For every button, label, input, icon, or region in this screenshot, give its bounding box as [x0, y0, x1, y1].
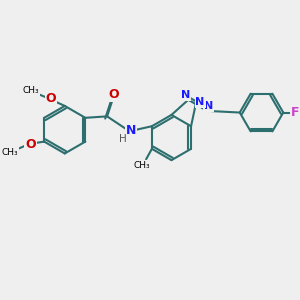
- Text: CH₃: CH₃: [2, 148, 19, 157]
- Text: CH₃: CH₃: [22, 86, 39, 95]
- Text: H: H: [119, 134, 127, 144]
- Text: O: O: [46, 92, 56, 105]
- Text: O: O: [25, 138, 36, 151]
- Text: O: O: [109, 88, 119, 100]
- Text: N: N: [196, 97, 205, 107]
- Text: N: N: [126, 124, 136, 137]
- Text: CH₃: CH₃: [134, 160, 150, 169]
- Text: N: N: [181, 90, 190, 100]
- Text: F: F: [291, 106, 300, 119]
- Text: N: N: [204, 101, 213, 111]
